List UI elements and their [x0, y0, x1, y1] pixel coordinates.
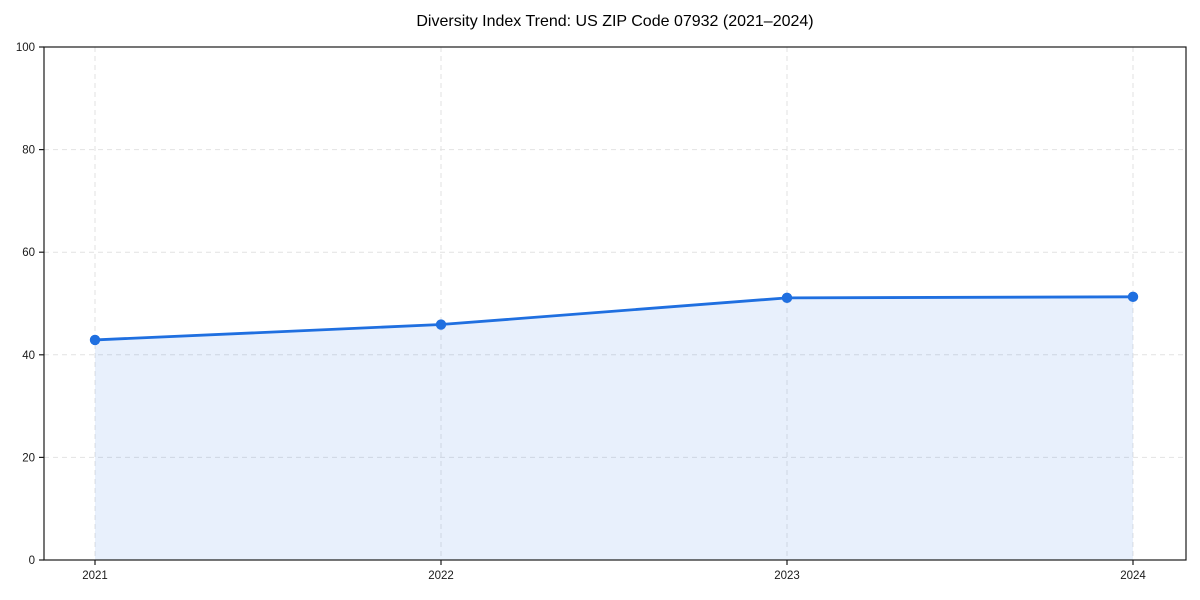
series-line — [93, 295, 1135, 342]
tick-marks — [39, 46, 1134, 565]
area-fill — [95, 296, 1133, 560]
data-point-marker — [89, 334, 101, 346]
x-tick-label: 2023 — [774, 570, 800, 582]
y-tick-label: 100 — [16, 42, 35, 54]
y-tick-label: 80 — [22, 145, 35, 157]
y-tick-label: 60 — [22, 247, 35, 259]
data-point-marker — [781, 292, 793, 304]
data-point-markers — [89, 291, 1139, 346]
chart-title: Diversity Index Trend: US ZIP Code 07932… — [416, 13, 814, 30]
plot-spines — [43, 46, 1187, 561]
y-tick-label: 40 — [22, 350, 35, 362]
x-tick-label: 2021 — [82, 570, 108, 582]
y-tick-label: 20 — [22, 452, 35, 464]
data-point-marker — [435, 319, 447, 330]
y-tick-label: 0 — [29, 555, 35, 567]
tick-labels: 0 20 40 60 80 100 2021 2022 2023 2024 — [16, 42, 1147, 582]
data-point-marker — [1127, 291, 1139, 303]
x-tick-label: 2022 — [428, 570, 454, 582]
x-tick-label: 2024 — [1120, 570, 1146, 582]
